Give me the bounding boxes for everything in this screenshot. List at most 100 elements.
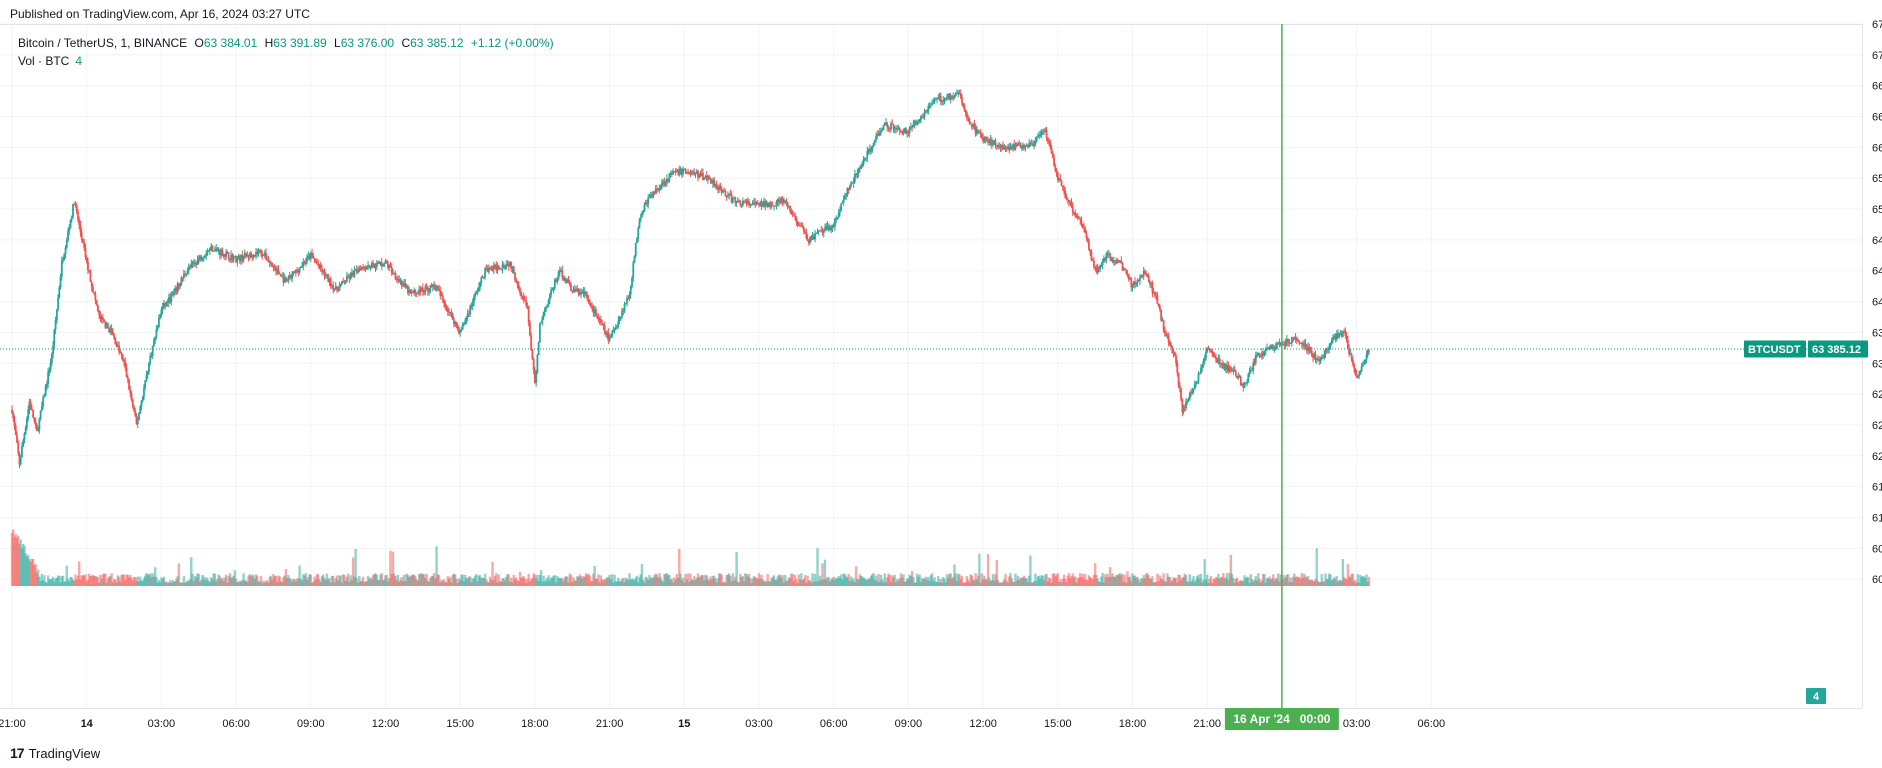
candle-body [1227,364,1230,372]
volume-bar [927,576,930,586]
candle-body [744,200,747,202]
volume-bar [933,577,936,586]
volume-bar [1000,582,1003,586]
volume-label[interactable]: Vol · BTC [18,54,70,68]
volume-bar [1331,578,1335,586]
volume-bar [1044,574,1047,586]
volume-bar [876,581,879,586]
footer-brand[interactable]: 17 TradingView [10,745,100,761]
candle-body [1013,144,1016,150]
volume-bar [599,575,603,586]
candle-body [22,440,25,447]
candle-body [110,328,113,332]
volume-bar [1014,573,1017,586]
volume-bar [823,559,827,586]
candle-body [1228,367,1231,372]
volume-bar [561,578,564,586]
candle-body [384,260,387,264]
candle-body [104,321,107,328]
candle-body [306,256,308,262]
volume-bar [1168,576,1172,586]
volume-bar [126,574,129,586]
candle-body [277,269,280,274]
volume-bar [366,575,370,586]
volume-bar [653,575,656,586]
symbol-title[interactable]: Bitcoin / TetherUS, 1, BINANCE [18,36,188,50]
candle-body [416,293,419,295]
candle-body [618,316,621,321]
candle-body [570,284,572,291]
volume-bar [521,577,524,586]
volume-bar [632,579,635,586]
candle-body [1355,374,1358,378]
candle-body [379,262,382,264]
volume-bar [38,576,41,586]
candle-body [609,336,612,338]
volume-bar [919,581,923,586]
price-axis[interactable]: 60 400.0060 800.0061 200.0061 600.0062 0… [1872,19,1882,586]
volume-bar [79,579,82,586]
candle-body [1314,353,1317,360]
volume-bar [737,582,741,586]
candle-body [1282,344,1285,346]
candle-body [809,237,811,243]
candle-body [395,278,398,281]
volume-bar [436,574,439,586]
candle-body [1085,233,1088,238]
candle-body [245,253,247,256]
volume-bar [186,580,189,586]
candle-body [680,168,683,175]
volume-bar [1269,579,1272,586]
candle-body [911,126,914,128]
volume-bar [920,577,924,586]
volume-bar [915,573,919,586]
volume-bar [597,574,600,586]
volume-bar [989,580,992,586]
candle-body [720,189,723,193]
volume-bar [839,574,843,586]
candle-body [682,169,684,175]
volume-bar [1197,574,1200,586]
volume-bar [805,582,808,586]
candle-body [171,294,174,296]
volume-bar [1223,578,1226,586]
time-tick-label: 15:00 [446,718,474,730]
volume-bar [994,574,997,586]
candle-body [197,258,200,260]
volume-bar [645,577,649,586]
volume-bar [1001,581,1005,586]
volume-bar [444,581,447,586]
volume-bar [1127,577,1130,586]
volume-bar [1156,573,1159,586]
volume-bar [878,581,881,586]
candle-body [215,248,218,250]
volume-bar [1110,576,1113,586]
volume-bar [649,578,652,586]
volume-bar [564,575,568,586]
candle-body [791,213,794,215]
volume-bar [811,573,814,586]
candle-body [415,293,418,295]
volume-bar [990,580,994,586]
candle-body [1132,281,1135,285]
volume-bar [760,574,763,586]
candle-body [830,228,833,231]
candle-body [1223,363,1226,369]
volume-bar [719,573,722,586]
volume-bar [978,553,981,586]
volume-bar [379,574,382,586]
candle-body [1246,382,1248,384]
volume-bar [1192,576,1195,586]
candle-body [1324,349,1327,355]
candle-body [944,98,947,100]
time-axis[interactable]: 21:00 14 03:00 06:00 09:00 12:00 15:00 18:00 21:… [0,718,1445,730]
volume-bar [1041,575,1045,586]
candle-body [1222,365,1225,369]
candle-body [47,372,50,384]
volume-bar [1098,581,1102,586]
volume-bar [1334,579,1337,586]
volume-bar [1335,575,1338,586]
volume-bar [1248,582,1251,586]
volume-bar [63,581,66,586]
